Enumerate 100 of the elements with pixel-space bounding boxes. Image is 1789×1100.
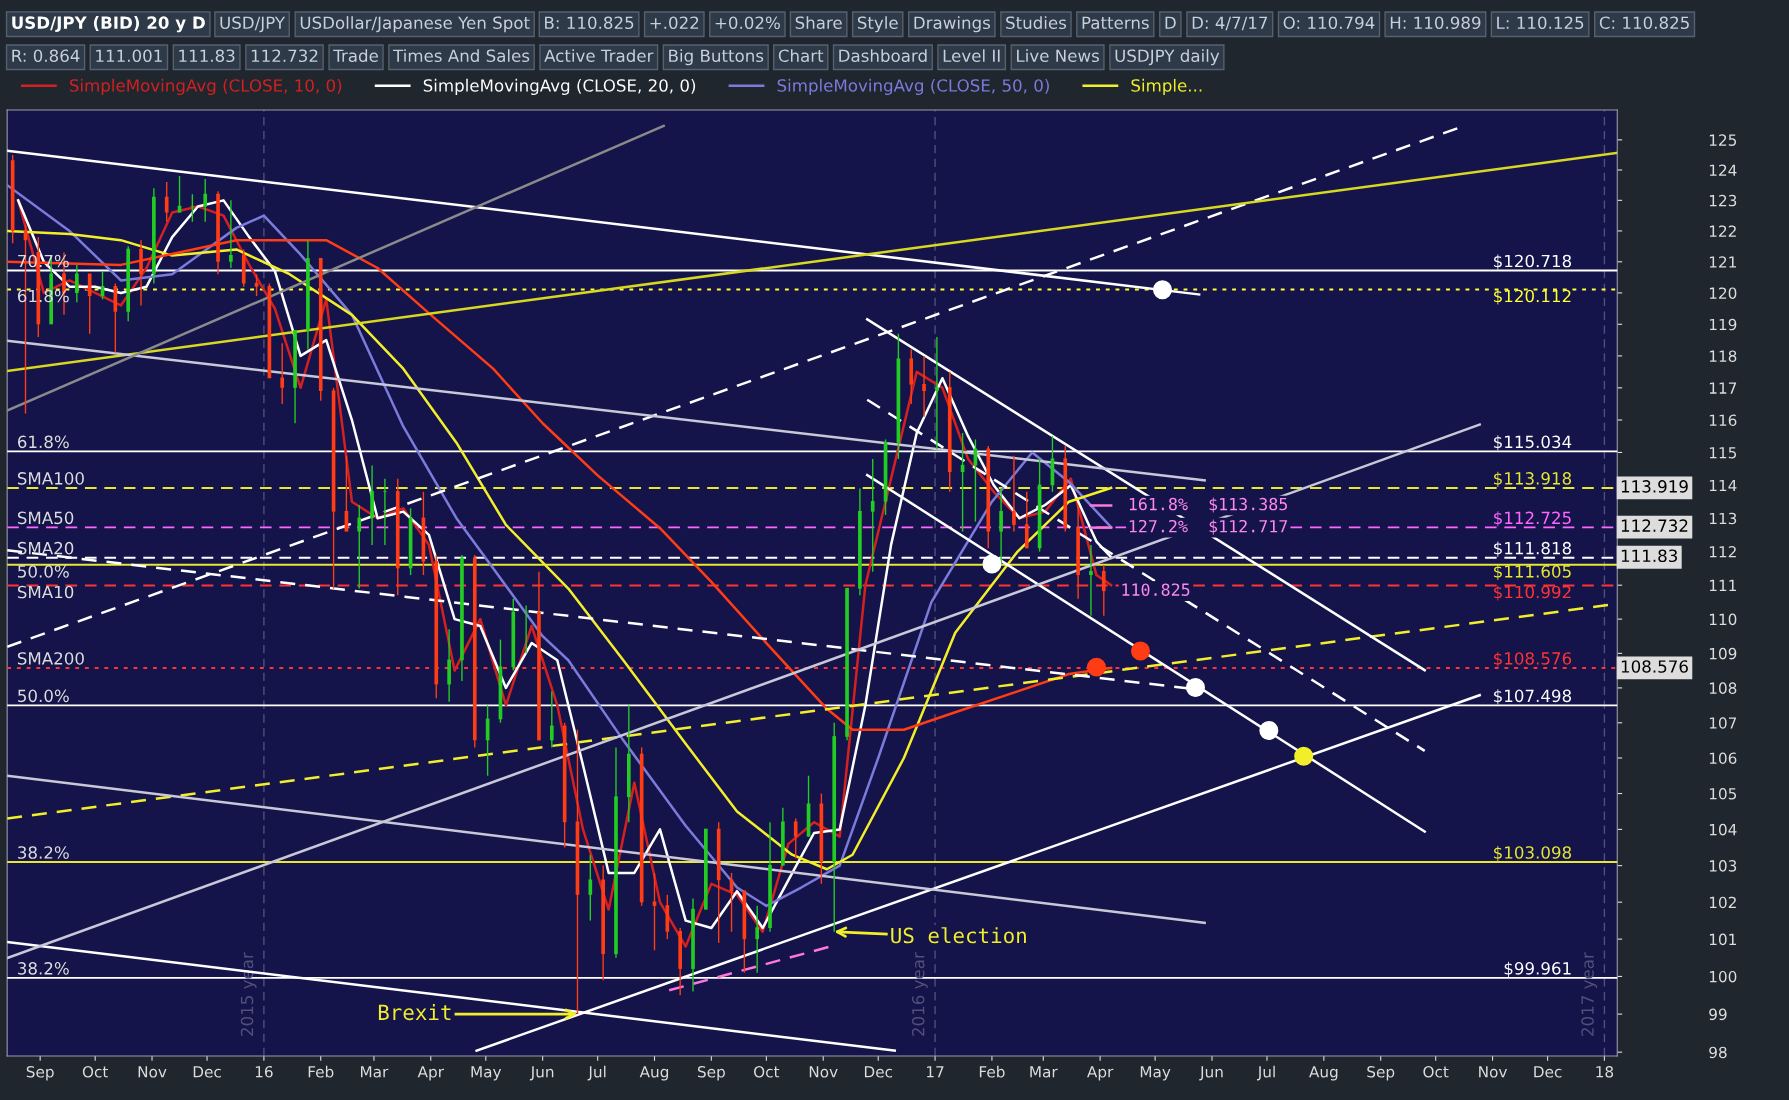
- candlestick: [280, 342, 285, 405]
- y-tick-label: 117: [1709, 382, 1737, 394]
- text: R: 0.864: [12, 49, 80, 63]
- x-tick-label: Feb: [308, 1065, 334, 1078]
- y-tick-label: 119: [1709, 318, 1737, 331]
- annotation: 127.2% $112.717: [1129, 519, 1288, 535]
- legend-label: SimpleMovingAvg (CLOSE, 20, 0): [423, 78, 696, 95]
- y-tick-label: 101: [1709, 933, 1736, 946]
- text: Style: [857, 16, 898, 33]
- x-tick-label: Feb: [979, 1065, 1005, 1078]
- legend-label: Simple...: [1131, 78, 1202, 95]
- annotation: 70.7%: [18, 254, 69, 268]
- text: Drawings: [914, 16, 991, 33]
- annotation: SMA200: [17, 652, 84, 665]
- x-tick-label: Jun: [529, 1066, 554, 1081]
- x-tick-label: Apr: [417, 1066, 444, 1081]
- x-tick-label: Nov: [809, 1066, 838, 1078]
- candlestick: [164, 181, 169, 223]
- x-tick-label: Jun: [1199, 1066, 1223, 1081]
- y-tick-label: 100: [1709, 970, 1737, 983]
- x-tick-label: May: [1140, 1066, 1171, 1081]
- annotation: SMA20: [17, 541, 74, 555]
- ref-line-label: $111.818: [1494, 541, 1572, 557]
- text: B: 110.825: [545, 16, 634, 30]
- candlestick: [999, 487, 1003, 566]
- text: USDollar/Japanese Yen Spot: [300, 16, 530, 33]
- text: D: 4/7/17: [1192, 16, 1268, 31]
- y-tick-label: 118: [1709, 350, 1737, 362]
- x-tick-label: Mar: [1030, 1066, 1058, 1078]
- annotation: 112.732: [1621, 519, 1688, 532]
- annotation: SMA50: [17, 511, 74, 525]
- x-tick-label: Oct: [82, 1065, 109, 1078]
- text: C: 110.825: [1599, 16, 1689, 30]
- text: O: 110.794: [1283, 16, 1375, 30]
- y-tick-label: 116: [1709, 414, 1737, 427]
- ref-line-label: $112.725: [1494, 511, 1571, 527]
- x-tick-label: Jul: [587, 1065, 606, 1081]
- annotation: 38.2%: [18, 962, 69, 975]
- ref-line-label: $120.718: [1494, 254, 1572, 270]
- annotation: 108.576: [1621, 660, 1688, 673]
- annotation: SMA100: [17, 472, 84, 485]
- candlestick: [755, 905, 760, 974]
- y-tick-label: 99: [1709, 1008, 1727, 1021]
- y-tick-label: 122: [1709, 225, 1736, 237]
- x-tick-label: Dec: [1534, 1066, 1562, 1078]
- y-tick-label: 115: [1709, 447, 1737, 459]
- text: Chart: [778, 49, 824, 63]
- annotation: 38.2%: [18, 846, 69, 859]
- candlestick: [357, 504, 362, 590]
- x-tick-label: Nov: [1479, 1066, 1508, 1078]
- y-tick-label: 98: [1709, 1046, 1727, 1059]
- text: Big Buttons: [669, 49, 764, 66]
- candlestick: [652, 872, 657, 951]
- ref-line-label: $115.034: [1494, 435, 1572, 451]
- annotation: 113.919: [1621, 480, 1688, 493]
- candlestick: [1089, 544, 1093, 617]
- candlestick: [588, 854, 593, 922]
- x-tick-label: Jul: [1256, 1065, 1275, 1081]
- ref-line-label: $107.498: [1494, 689, 1572, 705]
- candlestick: [1101, 564, 1106, 617]
- x-tick-label: Aug: [1309, 1066, 1338, 1081]
- x-tick-label: Mar: [361, 1066, 389, 1078]
- text: 111.83: [179, 49, 235, 63]
- y-tick-label: 109: [1709, 647, 1737, 660]
- y-tick-label: 105: [1709, 787, 1737, 800]
- annotation: 110.825: [1122, 583, 1190, 596]
- text: Patterns: [1082, 16, 1149, 30]
- text: Trade: [333, 49, 378, 63]
- text: Dashboard: [839, 49, 927, 63]
- text: Studies: [1006, 16, 1067, 30]
- y-tick-label: 123: [1709, 194, 1737, 207]
- annotation: Brexit: [378, 1004, 451, 1021]
- y-tick-label: 114: [1709, 479, 1737, 492]
- x-tick-label: Apr: [1087, 1066, 1114, 1081]
- candlestick: [75, 264, 79, 303]
- text: Times And Sales: [392, 49, 530, 63]
- text: H: 110.989: [1390, 16, 1481, 30]
- text: 111.001: [96, 49, 162, 63]
- y-tick-label: 112: [1709, 546, 1736, 558]
- text: Active Trader: [544, 49, 654, 63]
- y-tick-label: 107: [1709, 717, 1737, 729]
- x-tick-label: Nov: [138, 1066, 167, 1078]
- y-tick-label: 102: [1709, 896, 1736, 909]
- legend-label: SimpleMovingAvg (CLOSE, 10, 0): [69, 78, 342, 95]
- y-tick-label: 111: [1709, 579, 1736, 591]
- candlestick: [549, 690, 554, 749]
- y-tick-label: 104: [1709, 823, 1737, 836]
- x-tick-label: Oct: [1423, 1065, 1449, 1078]
- y-tick-label: 124: [1709, 164, 1737, 176]
- y-tick-label: 110: [1709, 613, 1737, 626]
- x-tick-label: Sep: [1367, 1065, 1395, 1081]
- ref-line-label: 2017 year: [1581, 952, 1598, 1036]
- x-tick-label: Sep: [26, 1065, 54, 1081]
- x-tick-label: 17: [927, 1066, 944, 1078]
- y-tick-label: 125: [1709, 134, 1737, 146]
- candlestick: [793, 817, 798, 860]
- ref-line-label: $110.992: [1494, 585, 1571, 601]
- candlestick: [383, 477, 387, 546]
- candlestick: [229, 199, 233, 269]
- x-tick-label: May: [471, 1066, 502, 1081]
